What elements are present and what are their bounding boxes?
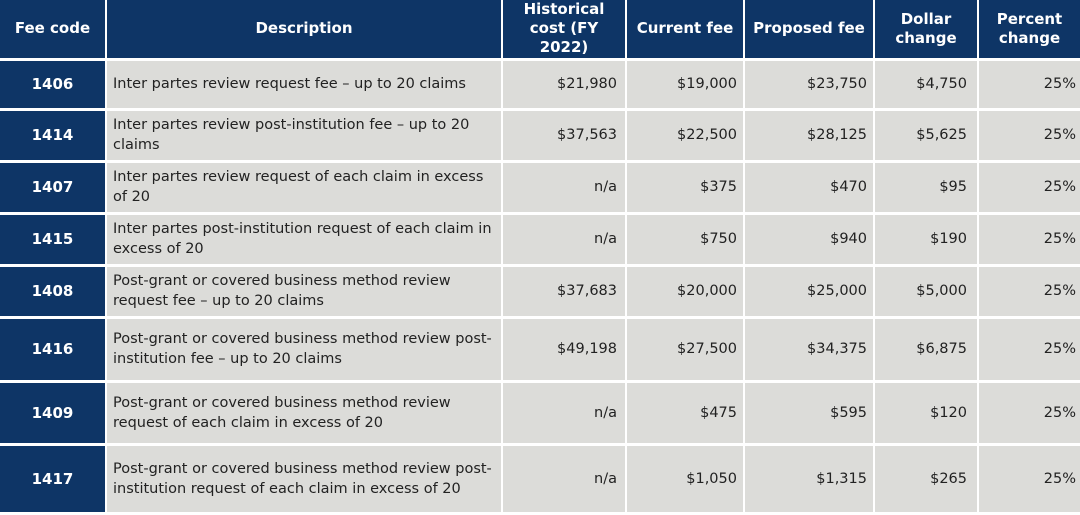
proposed-fee-cell: $28,125 [744,109,875,163]
dollar-change-cell: $95 [874,161,979,215]
header-historical-cost: Historical cost (FY 2022) [502,0,627,59]
current-fee-cell: $19,000 [626,59,745,111]
table-row: 1417 Post-grant or covered business meth… [0,444,1080,515]
dollar-change-cell: $4,750 [874,59,979,111]
description-cell: Inter partes review post-institution fee… [106,109,503,163]
table-row: 1414 Inter partes review post-institutio… [0,109,1080,163]
fee-code-cell: 1416 [0,317,107,383]
header-row: Fee code Description Historical cost (FY… [0,0,1080,59]
proposed-fee-cell: $470 [744,161,875,215]
historical-cost-cell: n/a [502,213,627,267]
description-cell: Post-grant or covered business method re… [106,444,503,515]
proposed-fee-cell: $34,375 [744,317,875,383]
current-fee-cell: $750 [626,213,745,267]
current-fee-cell: $22,500 [626,109,745,163]
description-cell: Inter partes review request of each clai… [106,161,503,215]
proposed-fee-cell: $1,315 [744,444,875,515]
proposed-fee-cell: $940 [744,213,875,267]
description-cell: Post-grant or covered business method re… [106,317,503,383]
percent-change-cell: 25% [978,317,1080,383]
header-percent-change: Percent change [978,0,1080,59]
current-fee-cell: $475 [626,381,745,446]
fee-code-cell: 1406 [0,59,107,111]
header-current-fee: Current fee [626,0,745,59]
historical-cost-cell: n/a [502,444,627,515]
fee-code-cell: 1407 [0,161,107,215]
proposed-fee-cell: $595 [744,381,875,446]
dollar-change-cell: $120 [874,381,979,446]
fee-code-cell: 1408 [0,265,107,319]
historical-cost-cell: $21,980 [502,59,627,111]
table-body: 1406 Inter partes review request fee – u… [0,59,1080,515]
current-fee-cell: $375 [626,161,745,215]
description-cell: Inter partes review request fee – up to … [106,59,503,111]
description-cell: Post-grant or covered business method re… [106,265,503,319]
historical-cost-cell: $49,198 [502,317,627,383]
percent-change-cell: 25% [978,381,1080,446]
percent-change-cell: 25% [978,444,1080,515]
dollar-change-cell: $265 [874,444,979,515]
percent-change-cell: 25% [978,161,1080,215]
dollar-change-cell: $190 [874,213,979,267]
current-fee-cell: $20,000 [626,265,745,319]
fee-code-cell: 1417 [0,444,107,515]
percent-change-cell: 25% [978,213,1080,267]
proposed-fee-cell: $25,000 [744,265,875,319]
historical-cost-cell: n/a [502,161,627,215]
description-cell: Post-grant or covered business method re… [106,381,503,446]
percent-change-cell: 25% [978,265,1080,319]
header-description: Description [106,0,503,59]
table-row: 1409 Post-grant or covered business meth… [0,381,1080,446]
historical-cost-cell: $37,563 [502,109,627,163]
table-row: 1406 Inter partes review request fee – u… [0,59,1080,111]
table-row: 1407 Inter partes review request of each… [0,161,1080,215]
fee-code-cell: 1415 [0,213,107,267]
header-fee-code: Fee code [0,0,107,59]
proposed-fee-cell: $23,750 [744,59,875,111]
table-row: 1408 Post-grant or covered business meth… [0,265,1080,319]
dollar-change-cell: $6,875 [874,317,979,383]
historical-cost-cell: $37,683 [502,265,627,319]
dollar-change-cell: $5,000 [874,265,979,319]
fee-code-cell: 1414 [0,109,107,163]
fee-code-cell: 1409 [0,381,107,446]
percent-change-cell: 25% [978,59,1080,111]
current-fee-cell: $1,050 [626,444,745,515]
header-dollar-change: Dollar change [874,0,979,59]
historical-cost-cell: n/a [502,381,627,446]
percent-change-cell: 25% [978,109,1080,163]
header-proposed-fee: Proposed fee [744,0,875,59]
table-row: 1416 Post-grant or covered business meth… [0,317,1080,383]
description-cell: Inter partes post-institution request of… [106,213,503,267]
dollar-change-cell: $5,625 [874,109,979,163]
current-fee-cell: $27,500 [626,317,745,383]
table-row: 1415 Inter partes post-institution reque… [0,213,1080,267]
